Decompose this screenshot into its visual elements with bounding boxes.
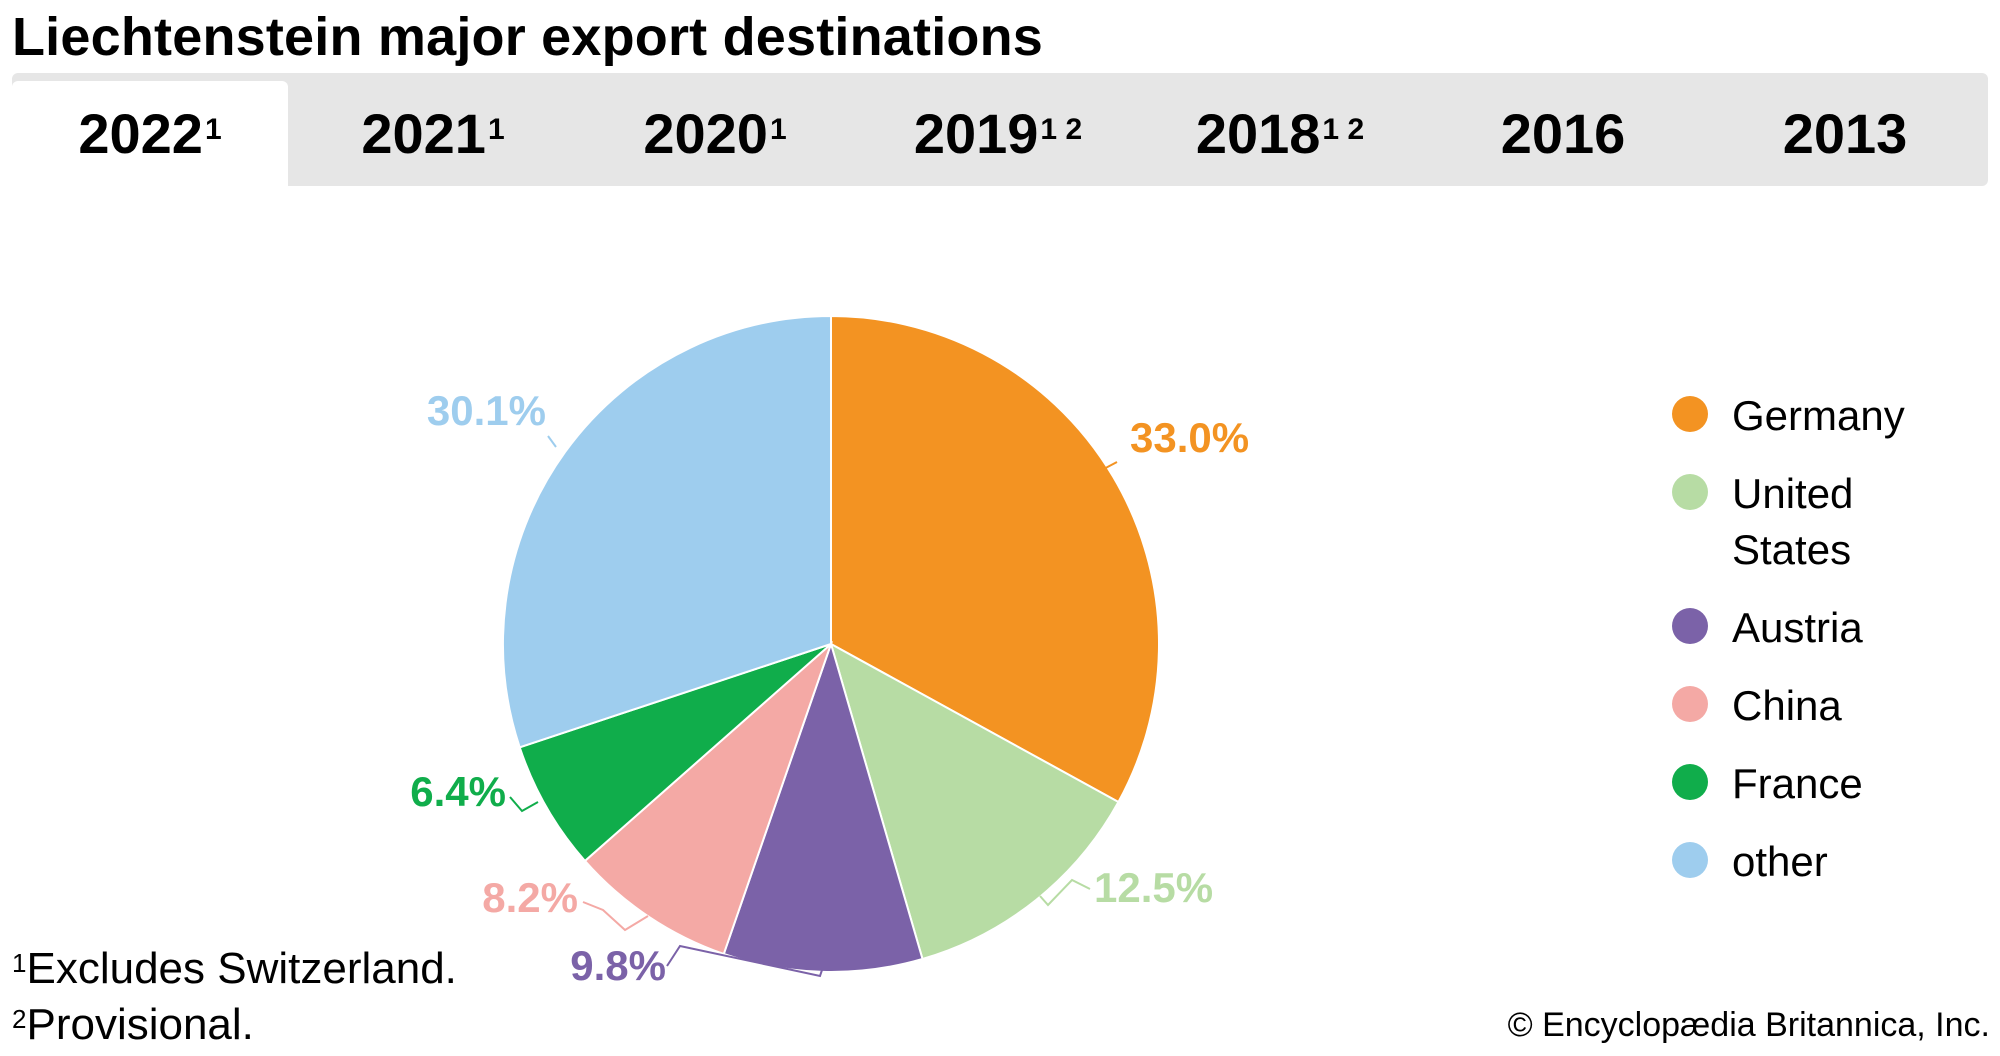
legend-swatch-france bbox=[1672, 764, 1708, 800]
legend-label-china: China bbox=[1732, 682, 1842, 729]
value-label-china: 8.2% bbox=[482, 874, 578, 921]
tab-2016[interactable]: 2016 bbox=[1425, 81, 1701, 186]
legend-item-china: China bbox=[1672, 678, 1905, 734]
value-label-germany: 33.0% bbox=[1130, 414, 1249, 461]
leader-line-china bbox=[582, 901, 649, 932]
value-label-france: 6.4% bbox=[410, 768, 506, 815]
legend-swatch-china bbox=[1672, 686, 1708, 722]
legend-swatch-germany bbox=[1672, 396, 1708, 432]
legend-item-united-states: United States bbox=[1672, 466, 1905, 578]
tab-2021-label: 2021 bbox=[361, 102, 486, 165]
tab-2019-label: 2019 bbox=[913, 102, 1039, 165]
legend-label-united-states: United States bbox=[1732, 470, 1854, 573]
value-label-united-states: 12.5% bbox=[1094, 864, 1213, 911]
legend-item-france: France bbox=[1672, 756, 1905, 812]
pie-slice-china bbox=[583, 640, 834, 956]
tab-2020-footnote-marker: 1 bbox=[769, 112, 787, 146]
leader-line-germany bbox=[1097, 461, 1118, 473]
legend: Germany United States Austria China Fran… bbox=[1672, 388, 1905, 890]
legend-swatch-other bbox=[1672, 842, 1708, 878]
value-label-austria: 9.8% bbox=[570, 942, 666, 989]
tab-2018-label: 2018 bbox=[1195, 102, 1321, 165]
legend-item-austria: Austria bbox=[1672, 600, 1905, 656]
legend-label-austria: Austria bbox=[1732, 604, 1863, 651]
tab-2019[interactable]: 2019 1 2 bbox=[860, 81, 1136, 186]
chart-title: Liechtenstein major export destinations bbox=[12, 7, 1044, 67]
copyright-credit: © Encyclopædia Britannica, Inc. bbox=[1507, 1006, 1990, 1044]
leader-line-france bbox=[509, 796, 539, 813]
tab-2020-label: 2020 bbox=[643, 102, 768, 165]
footnote-2-marker: 2 bbox=[12, 1004, 27, 1034]
tab-2018[interactable]: 2018 1 2 bbox=[1142, 81, 1418, 186]
footnote-1-marker: 1 bbox=[12, 948, 27, 978]
tab-2021[interactable]: 2021 1 bbox=[295, 81, 571, 186]
legend-label-france: France bbox=[1732, 760, 1863, 807]
tab-2016-label: 2016 bbox=[1500, 102, 1626, 165]
footnote-2-text: Provisional. bbox=[26, 1000, 254, 1049]
value-label-other: 30.1% bbox=[427, 387, 546, 434]
tab-2022-footnote-marker: 1 bbox=[204, 112, 222, 146]
tab-2022-label: 2022 bbox=[78, 102, 203, 165]
tab-2013-label: 2013 bbox=[1782, 102, 1908, 165]
tab-2018-footnote-marker: 1 2 bbox=[1322, 112, 1365, 146]
footnote-1: 1Excludes Switzerland. bbox=[12, 944, 457, 994]
legend-label-germany: Germany bbox=[1732, 392, 1905, 439]
pie-slice-germany bbox=[830, 314, 1160, 804]
pie-slice-united-states bbox=[829, 641, 1120, 961]
year-tab-bar: 2022 1 2021 1 2020 1 2019 1 2 2018 1 2 2016 2… bbox=[12, 73, 1988, 186]
leader-line-austria bbox=[666, 944, 823, 978]
tab-2013[interactable]: 2013 bbox=[1707, 81, 1983, 186]
footnote-2: 2Provisional. bbox=[12, 1000, 254, 1050]
pie-slice-france bbox=[518, 643, 832, 863]
legend-item-germany: Germany bbox=[1672, 388, 1905, 444]
tab-2019-footnote-marker: 1 2 bbox=[1040, 112, 1083, 146]
leader-line-united-states bbox=[1039, 878, 1091, 907]
footnote-1-text: Excludes Switzerland. bbox=[26, 944, 457, 993]
pie-slice-other bbox=[502, 314, 832, 749]
pie-value-labels: 33.0% 12.5% 9.8% 8.2% 6.4% 30.1% bbox=[410, 387, 1249, 989]
pie-slices bbox=[502, 314, 1160, 973]
legend-swatch-united-states bbox=[1672, 474, 1708, 510]
tab-2020[interactable]: 2020 1 bbox=[577, 81, 853, 186]
legend-label-other: other bbox=[1732, 838, 1828, 885]
tab-2021-footnote-marker: 1 bbox=[487, 112, 505, 146]
legend-item-other: other bbox=[1672, 834, 1905, 890]
leader-line-other bbox=[547, 435, 557, 448]
legend-swatch-austria bbox=[1672, 608, 1708, 644]
tab-2022[interactable]: 2022 1 bbox=[12, 81, 288, 186]
